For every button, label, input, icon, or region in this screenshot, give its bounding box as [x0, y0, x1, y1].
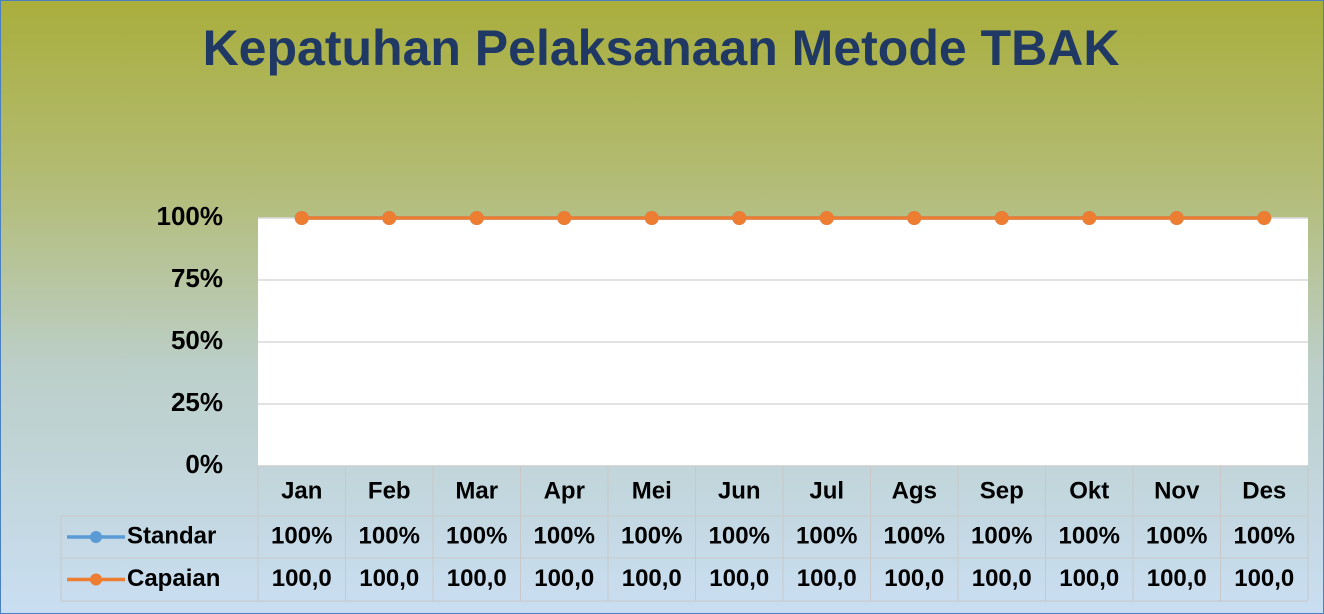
data-table-value: 100,0 — [972, 565, 1032, 592]
data-table-value: 100% — [796, 522, 857, 549]
series-marker — [1169, 211, 1184, 225]
series-marker — [644, 211, 659, 225]
data-table-value: 100% — [359, 522, 420, 549]
data-table-value: 100% — [971, 522, 1032, 549]
data-table-value: 100% — [884, 522, 945, 549]
x-tick-label: Sep — [980, 477, 1024, 504]
legend-marker — [90, 531, 102, 543]
data-table-value: 100% — [1059, 522, 1120, 549]
series-marker — [1257, 211, 1272, 225]
x-tick-label: Jun — [718, 477, 761, 504]
x-tick-label: Apr — [544, 477, 585, 504]
data-table-value: 100,0 — [1059, 565, 1119, 592]
x-tick-label: Jan — [281, 477, 322, 504]
data-table-value: 100% — [271, 522, 332, 549]
data-table-value: 100% — [534, 522, 595, 549]
series-marker — [294, 211, 309, 225]
data-table-value: 100% — [446, 522, 507, 549]
x-tick-label: Des — [1242, 477, 1286, 504]
y-tick-label: 100% — [157, 201, 224, 231]
y-tick-label: 0% — [185, 449, 223, 479]
series-marker — [557, 211, 572, 225]
series-marker — [1082, 211, 1097, 225]
data-table-value: 100% — [1146, 522, 1207, 549]
legend-label: Standar — [127, 522, 216, 549]
series-marker — [382, 211, 397, 225]
x-tick-label: Mei — [632, 477, 672, 504]
data-table-value: 100% — [1234, 522, 1295, 549]
data-table-value: 100,0 — [534, 565, 594, 592]
y-tick-label: 50% — [171, 325, 223, 355]
data-table-value: 100,0 — [1234, 565, 1294, 592]
x-tick-label: Okt — [1069, 477, 1109, 504]
series-marker — [469, 211, 484, 225]
data-table-value: 100,0 — [272, 565, 332, 592]
chart-title: Kepatuhan Pelaksanaan Metode TBAK — [202, 20, 1120, 76]
x-tick-label: Feb — [368, 477, 411, 504]
series-marker — [907, 211, 922, 225]
legend-marker — [90, 573, 102, 586]
data-table-value: 100,0 — [622, 565, 682, 592]
data-table-value: 100,0 — [797, 565, 857, 592]
data-table-value: 100% — [621, 522, 682, 549]
x-tick-label: Nov — [1154, 477, 1200, 504]
x-tick-label: Mar — [455, 477, 498, 504]
y-tick-label: 25% — [171, 387, 223, 417]
x-tick-label: Ags — [892, 477, 937, 504]
series-marker — [732, 211, 747, 225]
data-table-value: 100,0 — [1147, 565, 1207, 592]
legend-label: Capaian — [127, 565, 220, 592]
series-marker — [994, 211, 1009, 225]
series-marker — [819, 211, 834, 225]
data-table-value: 100,0 — [359, 565, 419, 592]
data-table-value: 100,0 — [447, 565, 507, 592]
data-table-value: 100% — [709, 522, 770, 549]
y-tick-label: 75% — [171, 263, 223, 293]
x-tick-label: Jul — [809, 477, 844, 504]
data-table-value: 100,0 — [709, 565, 769, 592]
data-table-value: 100,0 — [884, 565, 944, 592]
